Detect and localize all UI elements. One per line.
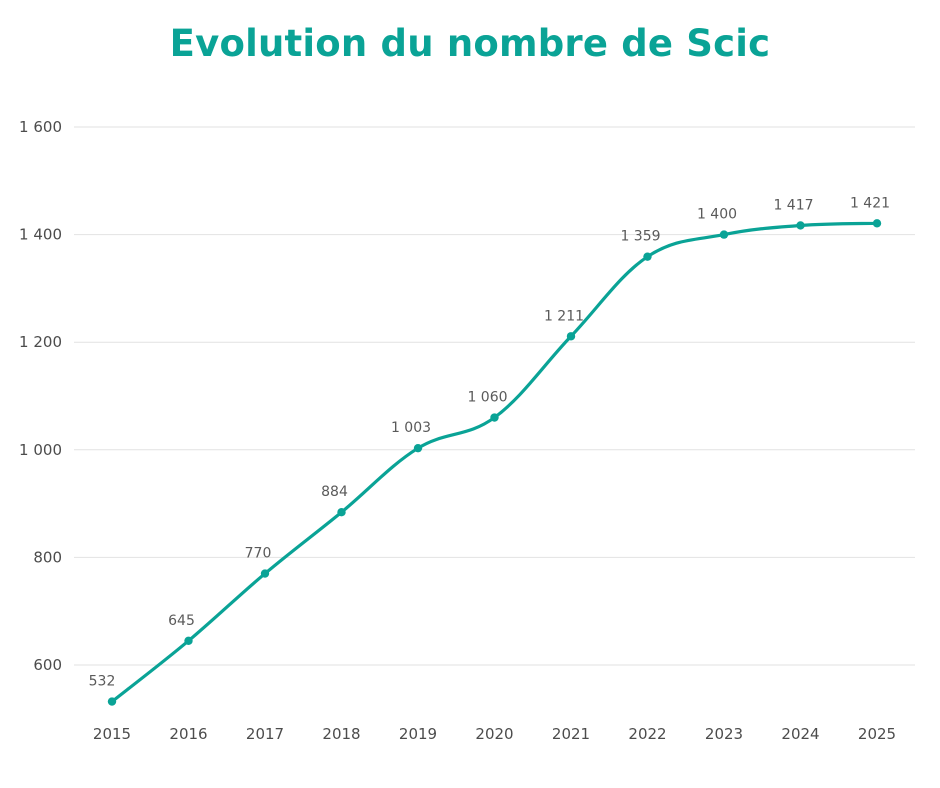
- data-label: 1 400: [697, 207, 737, 223]
- chart-title: Evolution du nombre de Scic: [169, 22, 771, 65]
- y-tick-label: 600: [33, 656, 62, 674]
- data-point: [413, 443, 423, 453]
- data-label: 1 359: [620, 229, 660, 245]
- y-tick-label: 800: [33, 548, 62, 566]
- x-tick-label: 2016: [169, 725, 207, 743]
- data-label: 770: [245, 546, 272, 562]
- y-tick-label: 1 000: [19, 441, 62, 459]
- data-point: [490, 413, 499, 422]
- data-point: [719, 230, 729, 239]
- x-tick-label: 2020: [475, 725, 513, 743]
- data-label: 1 211: [544, 308, 584, 324]
- x-tick-label: 2015: [93, 725, 131, 743]
- data-labels: 532 645 770 884 1 003 1 060 1 211 1 359 1 400 1 4…: [89, 195, 890, 689]
- x-tick-label: 2021: [552, 725, 590, 743]
- x-tick-label: 2025: [858, 725, 896, 743]
- data-label: 1 060: [467, 390, 507, 406]
- data-point: [643, 252, 652, 261]
- x-tick-label: 2017: [246, 725, 284, 743]
- data-label: 884: [321, 484, 348, 500]
- data-label: 1 003: [391, 420, 431, 436]
- x-axis-ticks: 2015 2016 2017 2018 2019 2020 2021 2022 2023 2024…: [93, 725, 896, 743]
- x-tick-label: 2018: [322, 725, 360, 743]
- x-tick-label: 2022: [628, 725, 666, 743]
- y-tick-label: 1 400: [19, 226, 62, 244]
- data-point: [566, 332, 576, 341]
- data-point: [260, 569, 270, 578]
- y-tick-label: 1 600: [19, 118, 62, 136]
- x-tick-label: 2023: [705, 725, 743, 743]
- x-tick-label: 2019: [399, 725, 437, 743]
- y-axis-ticks: 600 800 1 000 1 200 1 400 1 600: [19, 118, 62, 674]
- data-point: [107, 697, 117, 706]
- y-tick-label: 1 200: [19, 333, 62, 351]
- data-label: 645: [168, 613, 195, 629]
- data-point: [872, 219, 882, 228]
- gridlines: [74, 126, 915, 666]
- x-tick-label: 2024: [781, 725, 819, 743]
- data-label: 1 421: [850, 195, 890, 211]
- data-label: 1 417: [773, 197, 813, 213]
- data-points: [107, 219, 882, 706]
- data-point: [184, 636, 193, 645]
- data-point: [796, 221, 805, 230]
- data-label: 532: [89, 674, 116, 690]
- data-point: [337, 508, 346, 517]
- series-line: [110, 221, 879, 704]
